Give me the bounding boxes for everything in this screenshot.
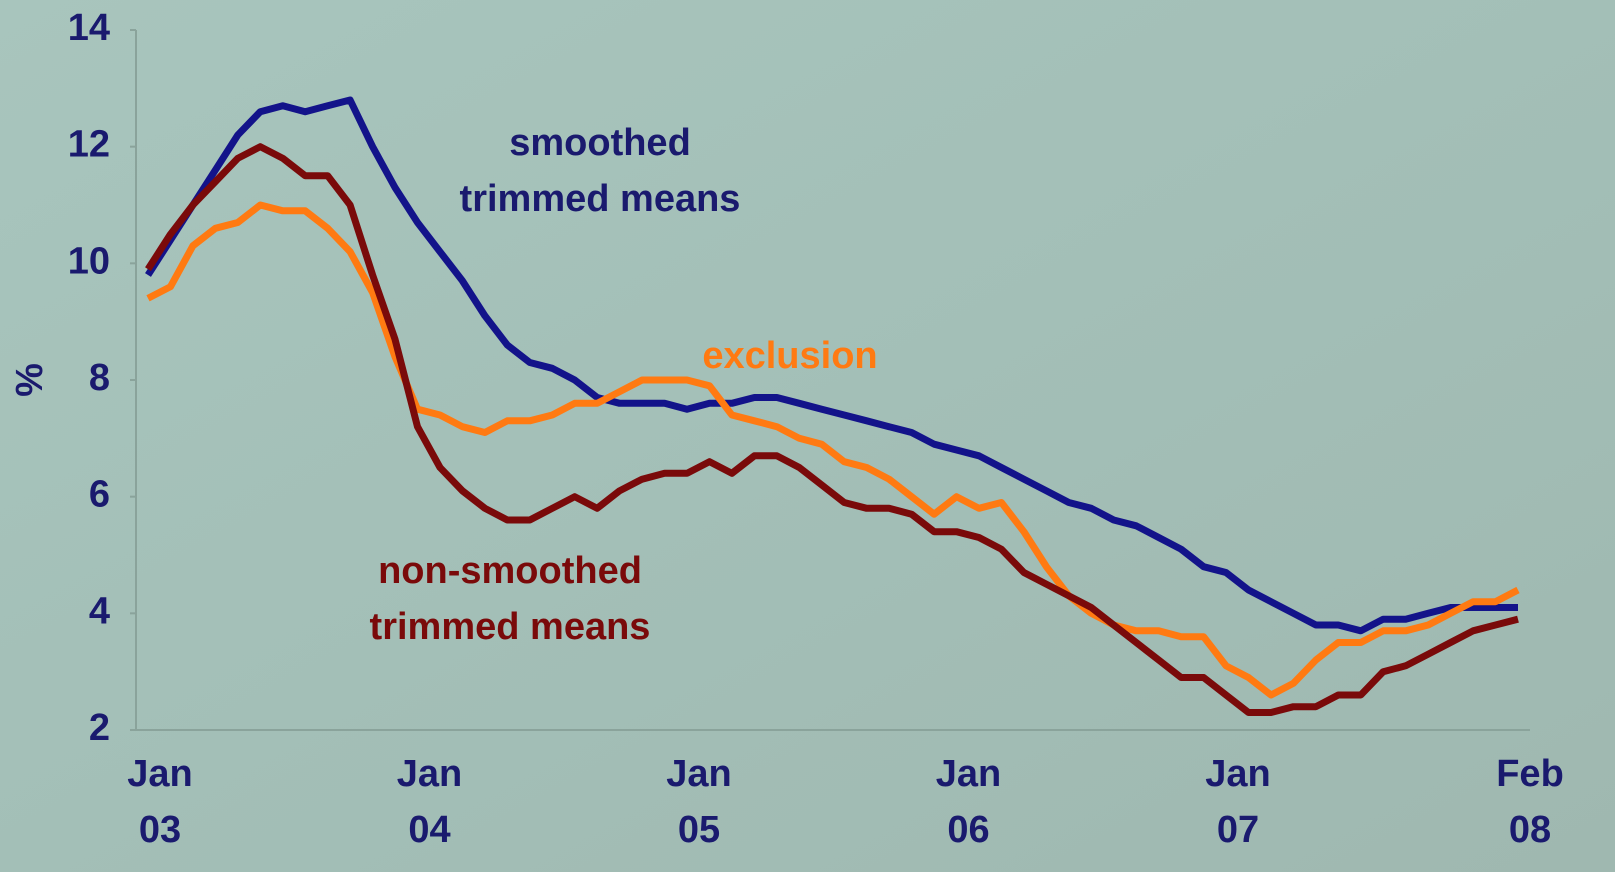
y-tick-label: 12 xyxy=(68,124,110,166)
y-tick-label: 6 xyxy=(89,474,110,516)
y-tick-label: 14 xyxy=(68,7,110,49)
y-axis-label: % xyxy=(9,363,51,397)
series-label: exclusion xyxy=(702,335,877,377)
chart: % 2468101214Jan03Jan04Jan05Jan06Jan07Feb… xyxy=(0,0,1615,872)
y-tick-label: 2 xyxy=(89,707,110,749)
y-tick-label: 8 xyxy=(89,357,110,399)
y-tick-label: 4 xyxy=(89,590,110,632)
page: {"chart_data": {"type": "line", "y_label… xyxy=(0,0,1615,872)
y-tick-label: 10 xyxy=(68,240,110,282)
